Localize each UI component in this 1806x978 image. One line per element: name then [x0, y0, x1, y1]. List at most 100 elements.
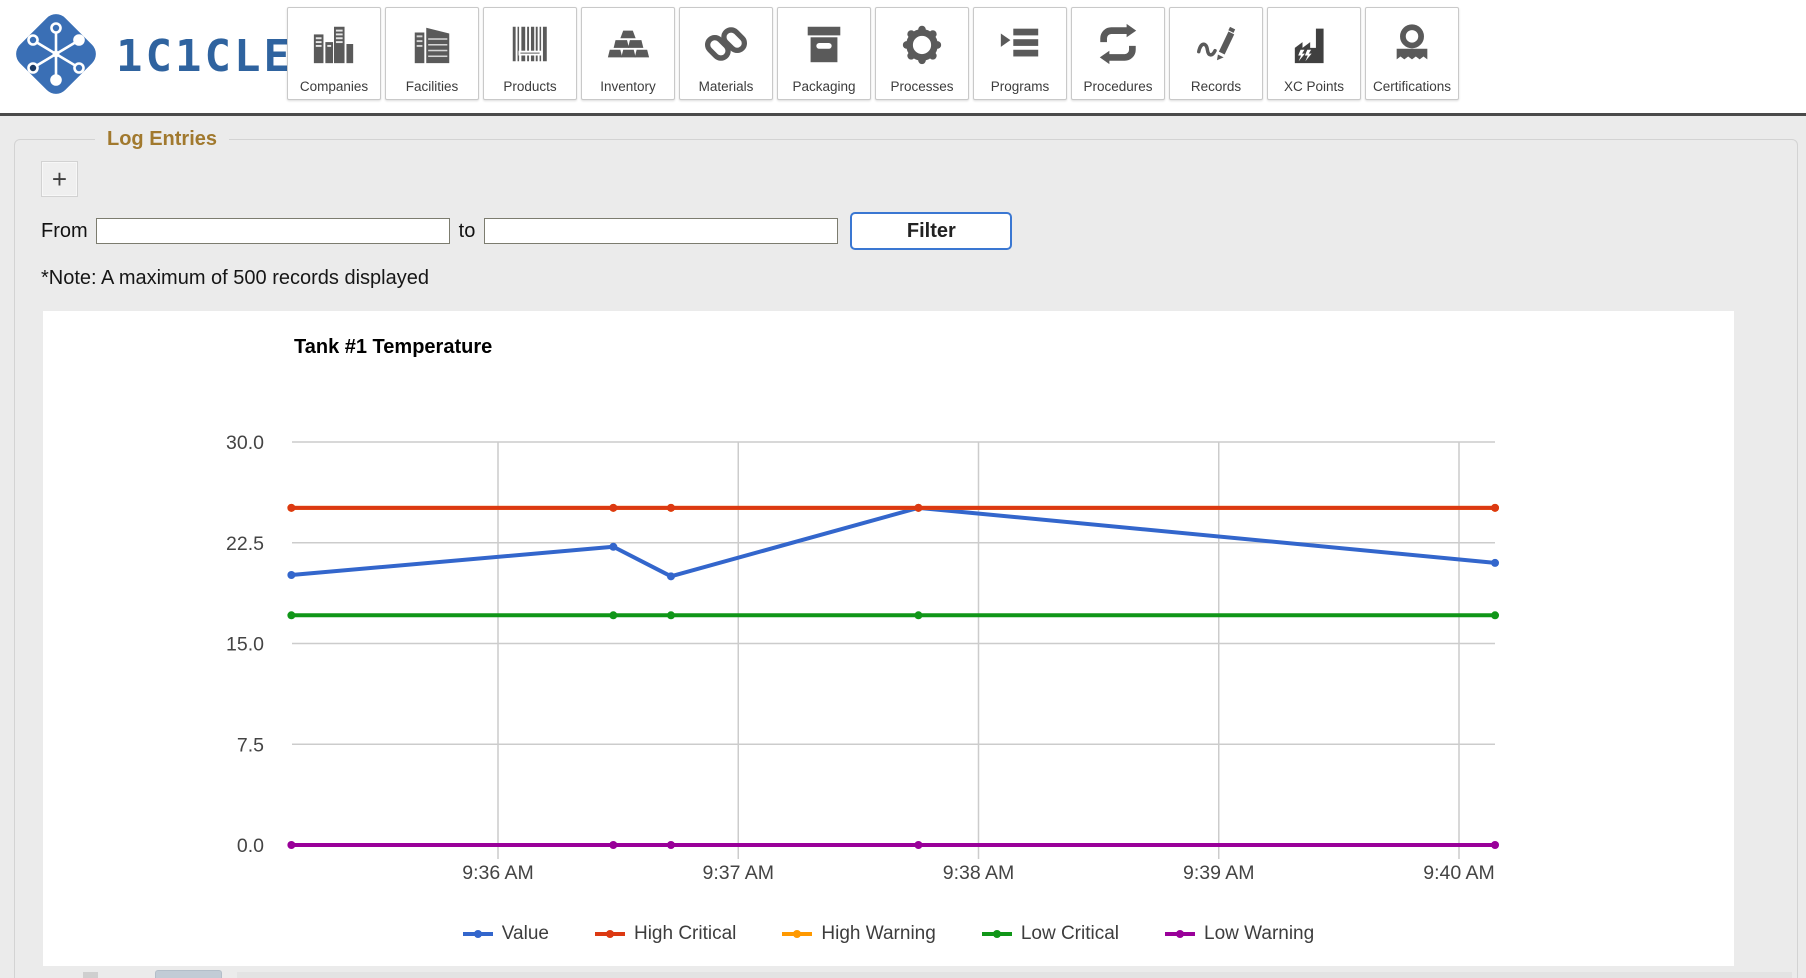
data-point-low-warning: [287, 841, 296, 849]
nav-button-label: Processes: [890, 79, 954, 94]
temperature-line-chart: Tank #1 Temperature 30.0 22.5 15.0 7.5 0.0 9:3…: [226, 336, 1500, 884]
x-axis-tick-label: 9:36 AM: [462, 862, 534, 884]
nav-button-products[interactable]: Products: [483, 7, 577, 100]
data-point-low-critical: [287, 611, 296, 620]
data-point-high-critical: [666, 503, 675, 512]
legend-swatch-low-warning: [1165, 930, 1196, 938]
data-point-high-critical: [914, 503, 923, 512]
nav-button-programs[interactable]: Programs: [973, 7, 1067, 100]
top-nav-bar: 1C1CLE Companies Facilities Products Invent…: [0, 0, 1806, 116]
facility-building-icon: [406, 8, 458, 79]
data-point-low-critical: [666, 611, 675, 620]
page-content: Log Entries + From to Filter *Note: A ma…: [0, 116, 1806, 978]
play-list-icon: [994, 8, 1046, 79]
legend-label: Low Warning: [1204, 923, 1315, 944]
legend-label: High Warning: [821, 923, 936, 944]
data-point-high-critical: [287, 503, 296, 512]
nav-button-packaging[interactable]: Packaging: [777, 7, 871, 100]
box-icon: [798, 8, 850, 79]
chart-card: Tank #1 Temperature 30.0 22.5 15.0 7.5 0.0 9:3…: [43, 311, 1734, 966]
log-entries-title: Log Entries: [107, 128, 218, 150]
award-ribbon-icon: [1386, 8, 1438, 79]
to-date-input[interactable]: [484, 218, 839, 244]
nav-button-label: Companies: [299, 79, 369, 94]
factory-icon: [1288, 8, 1340, 79]
log-entries-fieldset: Log Entries + From to Filter *Note: A ma…: [14, 128, 1798, 978]
cutoff-segment: [237, 972, 1792, 978]
data-point-value: [1491, 558, 1500, 567]
data-point-low-critical: [1491, 611, 1500, 620]
y-axis-tick-label: 15.0: [226, 634, 264, 656]
filter-row: From to Filter: [41, 212, 1771, 250]
y-axis-tick-label: 0.0: [237, 835, 264, 857]
legend-swatch-value: [462, 930, 493, 938]
to-label: to: [458, 219, 476, 242]
y-axis-tick-label: 30.0: [226, 432, 264, 454]
nav-button-facilities[interactable]: Facilities: [385, 7, 479, 100]
legend-swatch-high-warning: [782, 930, 813, 938]
nav-button-xc-points[interactable]: XC Points: [1267, 7, 1361, 100]
y-axis-tick-label: 22.5: [226, 533, 264, 555]
legend-swatch-low-critical: [981, 930, 1012, 938]
data-point-value: [609, 542, 618, 551]
from-date-input[interactable]: [95, 218, 450, 244]
legend-item-low-warning: Low Warning: [1165, 923, 1314, 945]
from-label: From: [41, 219, 88, 242]
brand-name: 1C1CLE: [116, 31, 293, 82]
nav-button-label: Procedures: [1083, 79, 1153, 94]
nav-button-materials[interactable]: Materials: [679, 7, 773, 100]
nav-button-processes[interactable]: Processes: [875, 7, 969, 100]
x-axis-tick-label: 9:39 AM: [1183, 862, 1255, 884]
nav-button-label: Programs: [990, 79, 1050, 94]
nav-button-label: Materials: [698, 79, 754, 94]
legend-item-high-warning: High Warning: [782, 923, 936, 945]
chain-link-icon: [700, 8, 752, 79]
nav-button-companies[interactable]: Companies: [287, 7, 381, 100]
y-axis-tick-label: 7.5: [237, 734, 264, 756]
nav-button-label: Inventory: [600, 79, 656, 94]
chart-legend: Value High Critical High Warning Low Critic…: [43, 923, 1734, 945]
nav-button-label: Records: [1190, 79, 1242, 94]
legend-label: High Critical: [633, 923, 737, 944]
cycle-arrows-icon: [1092, 8, 1144, 79]
data-point-low-critical: [914, 611, 923, 620]
nav-button-procedures[interactable]: Procedures: [1071, 7, 1165, 100]
nav-button-records[interactable]: Records: [1169, 7, 1263, 100]
barcode-icon: [504, 8, 556, 79]
companies-icon: [308, 8, 360, 79]
data-point-low-critical: [609, 611, 618, 620]
add-entry-button[interactable]: +: [41, 161, 78, 197]
nav-button-label: Facilities: [405, 79, 459, 94]
signature-icon: [1190, 8, 1242, 79]
legend-swatch-high-critical: [594, 930, 625, 938]
x-axis-tick-label: 9:38 AM: [943, 862, 1015, 884]
data-point-low-warning: [914, 841, 923, 849]
data-point-high-critical: [1491, 503, 1500, 512]
nav-button-label: Products: [503, 79, 557, 94]
main-nav: Companies Facilities Products Inventory Mate…: [287, 7, 1459, 100]
data-point-low-warning: [666, 841, 675, 849]
nav-button-certifications[interactable]: Certifications: [1365, 7, 1459, 100]
cutoff-segment: [83, 972, 98, 978]
app-logo[interactable]: 1C1CLE: [8, 6, 293, 107]
legend-item-high-critical: High Critical: [594, 923, 737, 945]
x-axis-tick-label: 9:37 AM: [702, 862, 774, 884]
chart-title: Tank #1 Temperature: [294, 336, 492, 358]
data-point-high-critical: [609, 503, 618, 512]
records-note: *Note: A maximum of 500 records displaye…: [41, 267, 429, 289]
nav-button-inventory[interactable]: Inventory: [581, 7, 675, 100]
nav-button-label: Packaging: [792, 79, 856, 94]
icicle-logo-icon: [8, 6, 104, 107]
filter-button[interactable]: Filter: [850, 212, 1013, 250]
data-point-value: [287, 570, 296, 579]
cutoff-segment: [155, 970, 222, 978]
nav-button-label: XC Points: [1283, 79, 1345, 94]
legend-item-low-critical: Low Critical: [981, 923, 1120, 945]
nav-button-label: Certifications: [1372, 79, 1452, 94]
data-point-value: [666, 572, 675, 581]
legend-item-value: Value: [462, 923, 549, 945]
data-point-low-warning: [609, 841, 618, 849]
legend-label: Low Critical: [1020, 923, 1120, 944]
x-axis-tick-label: 9:40 AM: [1423, 862, 1495, 884]
legend-label: Value: [501, 923, 549, 944]
